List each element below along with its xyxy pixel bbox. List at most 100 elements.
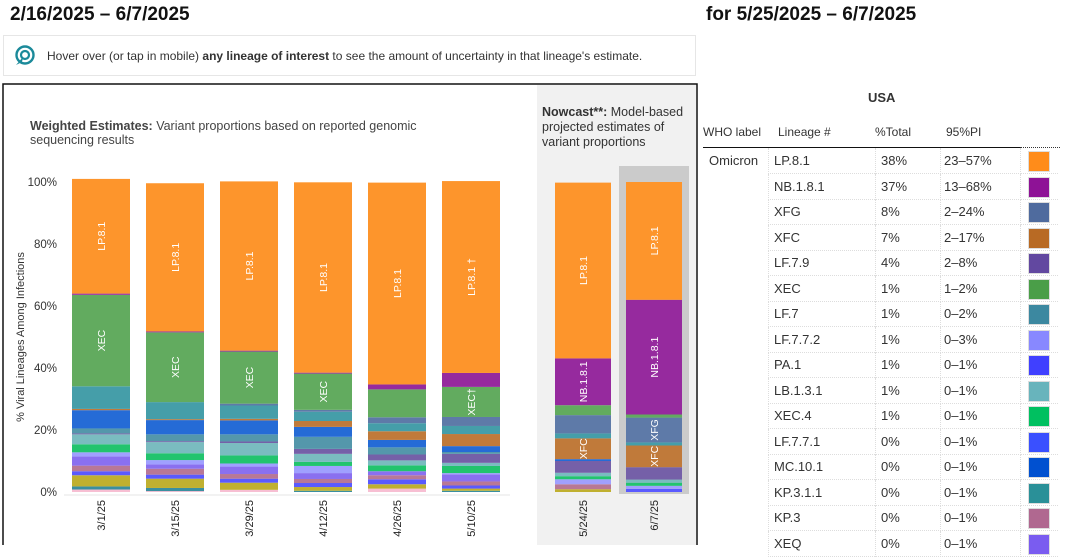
bar-segment-lf-7-7-1[interactable] [294,436,352,449]
bar-segment-other-olive[interactable] [294,487,352,491]
bar-segment-xec[interactable] [555,405,611,416]
bar-segment-xec[interactable] [442,386,500,417]
bar-5/24/25[interactable]: LP.8.1 NB.1.8.1 XFC [555,182,611,492]
bar-3/1/25[interactable]: LP.8.1 XEC [72,178,130,492]
bar-segment-kp-3-1-1[interactable] [72,486,130,490]
bar-segment-lp-8-1[interactable] [72,178,130,294]
bar-segment-other-olive[interactable] [368,484,426,489]
bar-segment-nb-1-8-1[interactable] [220,350,278,352]
bar-segment-other-olive[interactable] [442,488,500,491]
bar-5/10/25[interactable]: LP.8.1 † XEC† [442,181,500,492]
bar-segment-xec-4[interactable] [368,465,426,472]
bar-segment-lp-8-1[interactable] [442,181,500,373]
bar-segment-xfg[interactable] [368,417,426,424]
bar-segment-xec-4[interactable] [72,444,130,453]
bar-segment-kp-3[interactable] [294,478,352,484]
bar-segment-lf-7-9[interactable] [294,448,352,454]
lineage-row[interactable]: Omicron LP.8.1 38% 23–57% [700,148,1069,174]
lineage-row[interactable]: LF.7.7.2 1% 0–3% [700,326,1069,353]
bar-segment-nb-1-8-1[interactable] [442,372,500,387]
bar-segment-nb-1-8-1[interactable] [72,293,130,295]
bar-segment-pa-1[interactable] [220,478,278,483]
bar-segment-lf-7-9[interactable] [220,441,278,444]
bar-segment-lf-7-7-1[interactable] [72,428,130,434]
bar-segment-mc-10-1[interactable] [368,439,426,448]
bar-segment-other[interactable] [368,488,426,492]
bar-4/12/25[interactable]: LP.8.1 XEC [294,182,352,492]
bar-segment-xec-4[interactable] [146,453,204,461]
bar-segment-xec[interactable] [368,389,426,418]
bar-segment-mc-10-1[interactable] [442,446,500,453]
lineage-row[interactable]: LF.7.9 4% 2–8% [700,250,1069,276]
bar-segment-xfg[interactable] [294,409,352,412]
bar-segment-lp-8-1[interactable] [368,182,426,385]
bar-segment-lb-1-3-1[interactable] [368,460,426,466]
bar-segment-other-olive[interactable] [555,489,611,492]
bar-segment-xeq[interactable] [368,471,426,476]
bar-segment-lf-7-7-1[interactable] [146,434,204,442]
bar-segment-nb-1-8-1[interactable] [146,331,204,333]
bar-segment-kp-3[interactable] [442,481,500,486]
bar-segment-lf-7-7-1[interactable] [368,447,426,455]
bar-segment-lf-7-7-2[interactable] [72,452,130,457]
bar-segment-other-olive[interactable] [220,482,278,490]
bar-segment-lb-1-3-1[interactable] [146,442,204,454]
bar-segment-lf-7-7-2[interactable] [442,473,500,475]
bar-segment-lf-7-7-2[interactable] [555,479,611,485]
bar-segment-lb-1-3-1[interactable] [72,434,130,445]
lineage-row[interactable]: KP.3.1.1 0% 0–1% [700,479,1069,506]
lineage-row[interactable]: KP.3 0% 0–1% [700,505,1069,531]
bar-segment-lb-1-3-1[interactable] [220,443,278,456]
bar-segment-xec-4[interactable] [442,465,500,474]
bar-segment-kp-3[interactable] [146,468,204,475]
lineage-row[interactable]: XEC.4 1% 0–1% [700,403,1069,429]
bar-segment-xeq[interactable] [146,464,204,469]
bar-segment-lf-7[interactable] [368,423,426,432]
bar-segment-lf-7-9[interactable] [146,441,204,443]
bar-segment-other[interactable] [220,489,278,492]
bar-segment-lb-1-3-1[interactable] [626,479,682,483]
bar-6/7/25[interactable]: LP.8.1 NB.1.8.1 XFC XFG [626,182,682,492]
bar-segment-xfc[interactable] [220,418,278,421]
bar-segment-xeq[interactable] [442,474,500,482]
bar-segment-xeq[interactable] [220,466,278,475]
bar-segment-pa-1[interactable] [442,485,500,489]
bar-segment-xfc[interactable] [72,408,130,411]
bar-segment-kp-3-1-1[interactable] [294,490,352,492]
lineage-row[interactable]: XEC 1% 1–2% [700,275,1069,302]
bar-segment-xfc[interactable] [294,421,352,427]
bar-segment-pa-1[interactable] [626,488,682,492]
bar-segment-xec[interactable] [72,294,130,387]
bar-segment-lf-7[interactable] [442,425,500,435]
bar-segment-lf-7-9[interactable] [442,453,500,463]
bar-segment-xfc[interactable] [626,445,682,468]
bar-segment-xfc[interactable] [442,434,500,447]
bar-segment-kp-3[interactable] [220,474,278,479]
bar-segment-lf-7-7-2[interactable] [294,465,352,474]
bar-segment-xfg[interactable] [220,403,278,406]
bar-segment-lb-1-3-1[interactable] [555,472,611,477]
bar-segment-pa-1[interactable] [294,483,352,488]
bar-segment-nb-1-8-1[interactable] [368,384,426,390]
bar-4/26/25[interactable]: LP.8.1 [368,182,426,492]
bar-segment-other[interactable] [72,489,130,492]
bar-segment-xeq[interactable] [72,456,130,466]
bar-segment-kp-3-1-1[interactable] [442,490,500,492]
bar-segment-nb-1-8-1[interactable] [555,358,611,406]
bar-segment-xec-4[interactable] [220,455,278,464]
bar-segment-lf-7-9[interactable] [368,454,426,461]
bar-segment-pa-1[interactable] [72,471,130,476]
bar-3/15/25[interactable]: LP.8.1 XEC [146,183,204,492]
bar-3/29/25[interactable]: LP.8.1 XEC [220,181,278,492]
bar-segment-lp-8-1[interactable] [555,182,611,359]
bar-segment-other[interactable] [146,491,204,492]
lineage-row[interactable]: MC.10.1 0% 0–1% [700,454,1069,480]
lineage-row[interactable]: PA.1 1% 0–1% [700,352,1069,378]
bar-segment-lf-7-7-1[interactable] [220,434,278,442]
bar-segment-lf-7[interactable] [626,442,682,446]
bar-segment-mc-10-1[interactable] [294,426,352,437]
bar-segment-lf-7[interactable] [294,411,352,422]
bar-segment-lf-7[interactable] [146,402,204,420]
bar-segment-xec-4[interactable] [555,476,611,480]
lineage-row[interactable]: LB.1.3.1 1% 0–1% [700,377,1069,404]
